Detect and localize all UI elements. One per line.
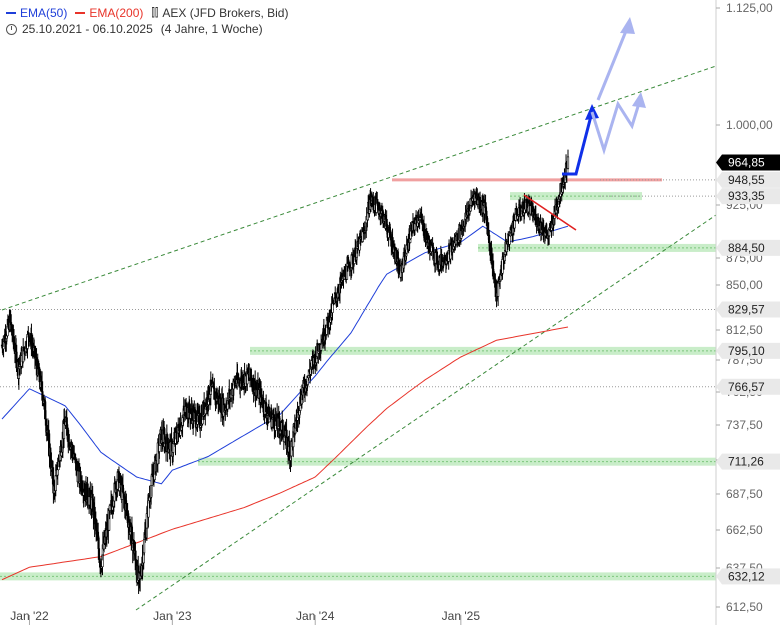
level-label-text: 884,50	[728, 241, 765, 255]
y-tick-label: 1.000,00	[726, 118, 773, 132]
candle-body	[320, 344, 323, 351]
level-label-text: 766,57	[728, 380, 765, 394]
support-zone	[198, 457, 716, 466]
legend-instrument[interactable]: AEX (JFD Brokers, Bid)	[162, 6, 289, 20]
projection-main	[562, 111, 594, 176]
candle-body	[566, 156, 570, 169]
level-label-text: 948,55	[728, 173, 765, 187]
projection-alt-2-arrowhead	[632, 92, 646, 108]
level-label-bg	[716, 188, 780, 205]
candle-body	[485, 210, 488, 219]
moving-averages	[1, 225, 569, 581]
projection-alt-1-arrowhead	[620, 17, 635, 34]
candle-body	[413, 223, 417, 231]
support-zones	[0, 178, 716, 581]
legend-date-range: 25.10.2021 - 06.10.2025	[22, 22, 153, 36]
projection-alt-1	[596, 25, 630, 101]
chart-legend: EMA(50) EMA(200) ⫿⫿ AEX (JFD Brokers, Bi…	[6, 5, 296, 37]
level-label: 829,57	[716, 301, 780, 318]
level-label-bg	[716, 342, 780, 359]
short-trend-line	[523, 194, 577, 231]
legend-row-range: 25.10.2021 - 06.10.2025 (4 Jahre, 1 Woch…	[6, 21, 296, 37]
trend-channel	[1, 65, 717, 611]
ema50-line	[1, 225, 569, 485]
time-axis: Jan '22 Jan '23 Jan '24 Jan '25	[10, 609, 480, 625]
candle-body	[283, 436, 286, 443]
y-tick-label: 737,50	[726, 418, 763, 432]
legend-row-indicators: EMA(50) EMA(200) ⫿⫿ AEX (JFD Brokers, Bi…	[6, 5, 296, 21]
level-label: 766,57	[716, 378, 780, 395]
support-zone	[478, 243, 716, 252]
current-price-label-text: 964,85	[728, 155, 765, 169]
candle-body	[56, 469, 59, 476]
level-label: 795,10	[716, 342, 780, 359]
level-label-bg	[716, 378, 780, 395]
upper-trend-line	[1, 65, 717, 311]
candle-body	[158, 445, 161, 452]
legend-ema50[interactable]: EMA(50)	[20, 6, 68, 20]
level-label-text: 711,26	[728, 455, 764, 469]
level-label: 884,50	[716, 239, 780, 256]
x-tick-label: Jan '25	[442, 609, 481, 623]
level-label-bg	[716, 568, 780, 585]
level-label-bg	[716, 301, 780, 318]
level-label-bg	[716, 171, 780, 188]
candle-body	[545, 229, 548, 235]
x-tick-label: Jan '22	[10, 609, 49, 623]
level-label: 711,26	[716, 453, 780, 470]
projection-arrows	[523, 17, 646, 231]
level-label: 948,55	[716, 171, 780, 188]
x-tick-label: Jan '23	[153, 609, 192, 623]
legend-ema200[interactable]: EMA(200)	[89, 6, 144, 20]
candle-body	[142, 538, 146, 554]
candle-body	[166, 434, 169, 445]
candle-body	[54, 475, 57, 491]
candle-body	[534, 213, 537, 226]
level-label-bg	[716, 453, 780, 470]
level-label-text: 933,35	[728, 189, 765, 203]
y-tick-label: 662,50	[726, 523, 763, 537]
x-tick-label: Jan '24	[296, 609, 335, 623]
level-label: 632,12	[716, 568, 780, 585]
level-label-bg	[716, 239, 780, 256]
level-label-text: 795,10	[728, 344, 765, 358]
clock-icon	[6, 23, 17, 35]
level-label-text: 632,12	[728, 569, 765, 583]
ema50-swatch	[6, 12, 16, 14]
lower-trend-line	[135, 214, 717, 611]
y-tick-label: 1.125,00	[726, 1, 773, 15]
level-labels: 964,85 948,55 933,35 884,50 829,57 795,10 766,…	[716, 154, 780, 585]
y-tick-label: 612,50	[726, 600, 763, 614]
ema200-swatch	[75, 12, 86, 14]
current-price-label: 964,85	[716, 154, 780, 171]
projection-alt-2	[590, 99, 642, 156]
y-tick-label: 850,00	[726, 278, 763, 292]
legend-period: (4 Jahre, 1 Woche)	[160, 22, 263, 36]
level-label: 933,35	[716, 188, 780, 205]
candlesticks	[0, 149, 570, 594]
current-price-label-bg	[716, 154, 780, 171]
y-tick-label: 812,50	[726, 323, 763, 337]
candle-body	[501, 259, 504, 274]
candlestick-icon: ⫿⫿	[151, 6, 159, 19]
level-label-text: 829,57	[728, 303, 765, 317]
y-tick-label: 687,50	[726, 487, 763, 501]
ema200-line	[1, 326, 569, 581]
